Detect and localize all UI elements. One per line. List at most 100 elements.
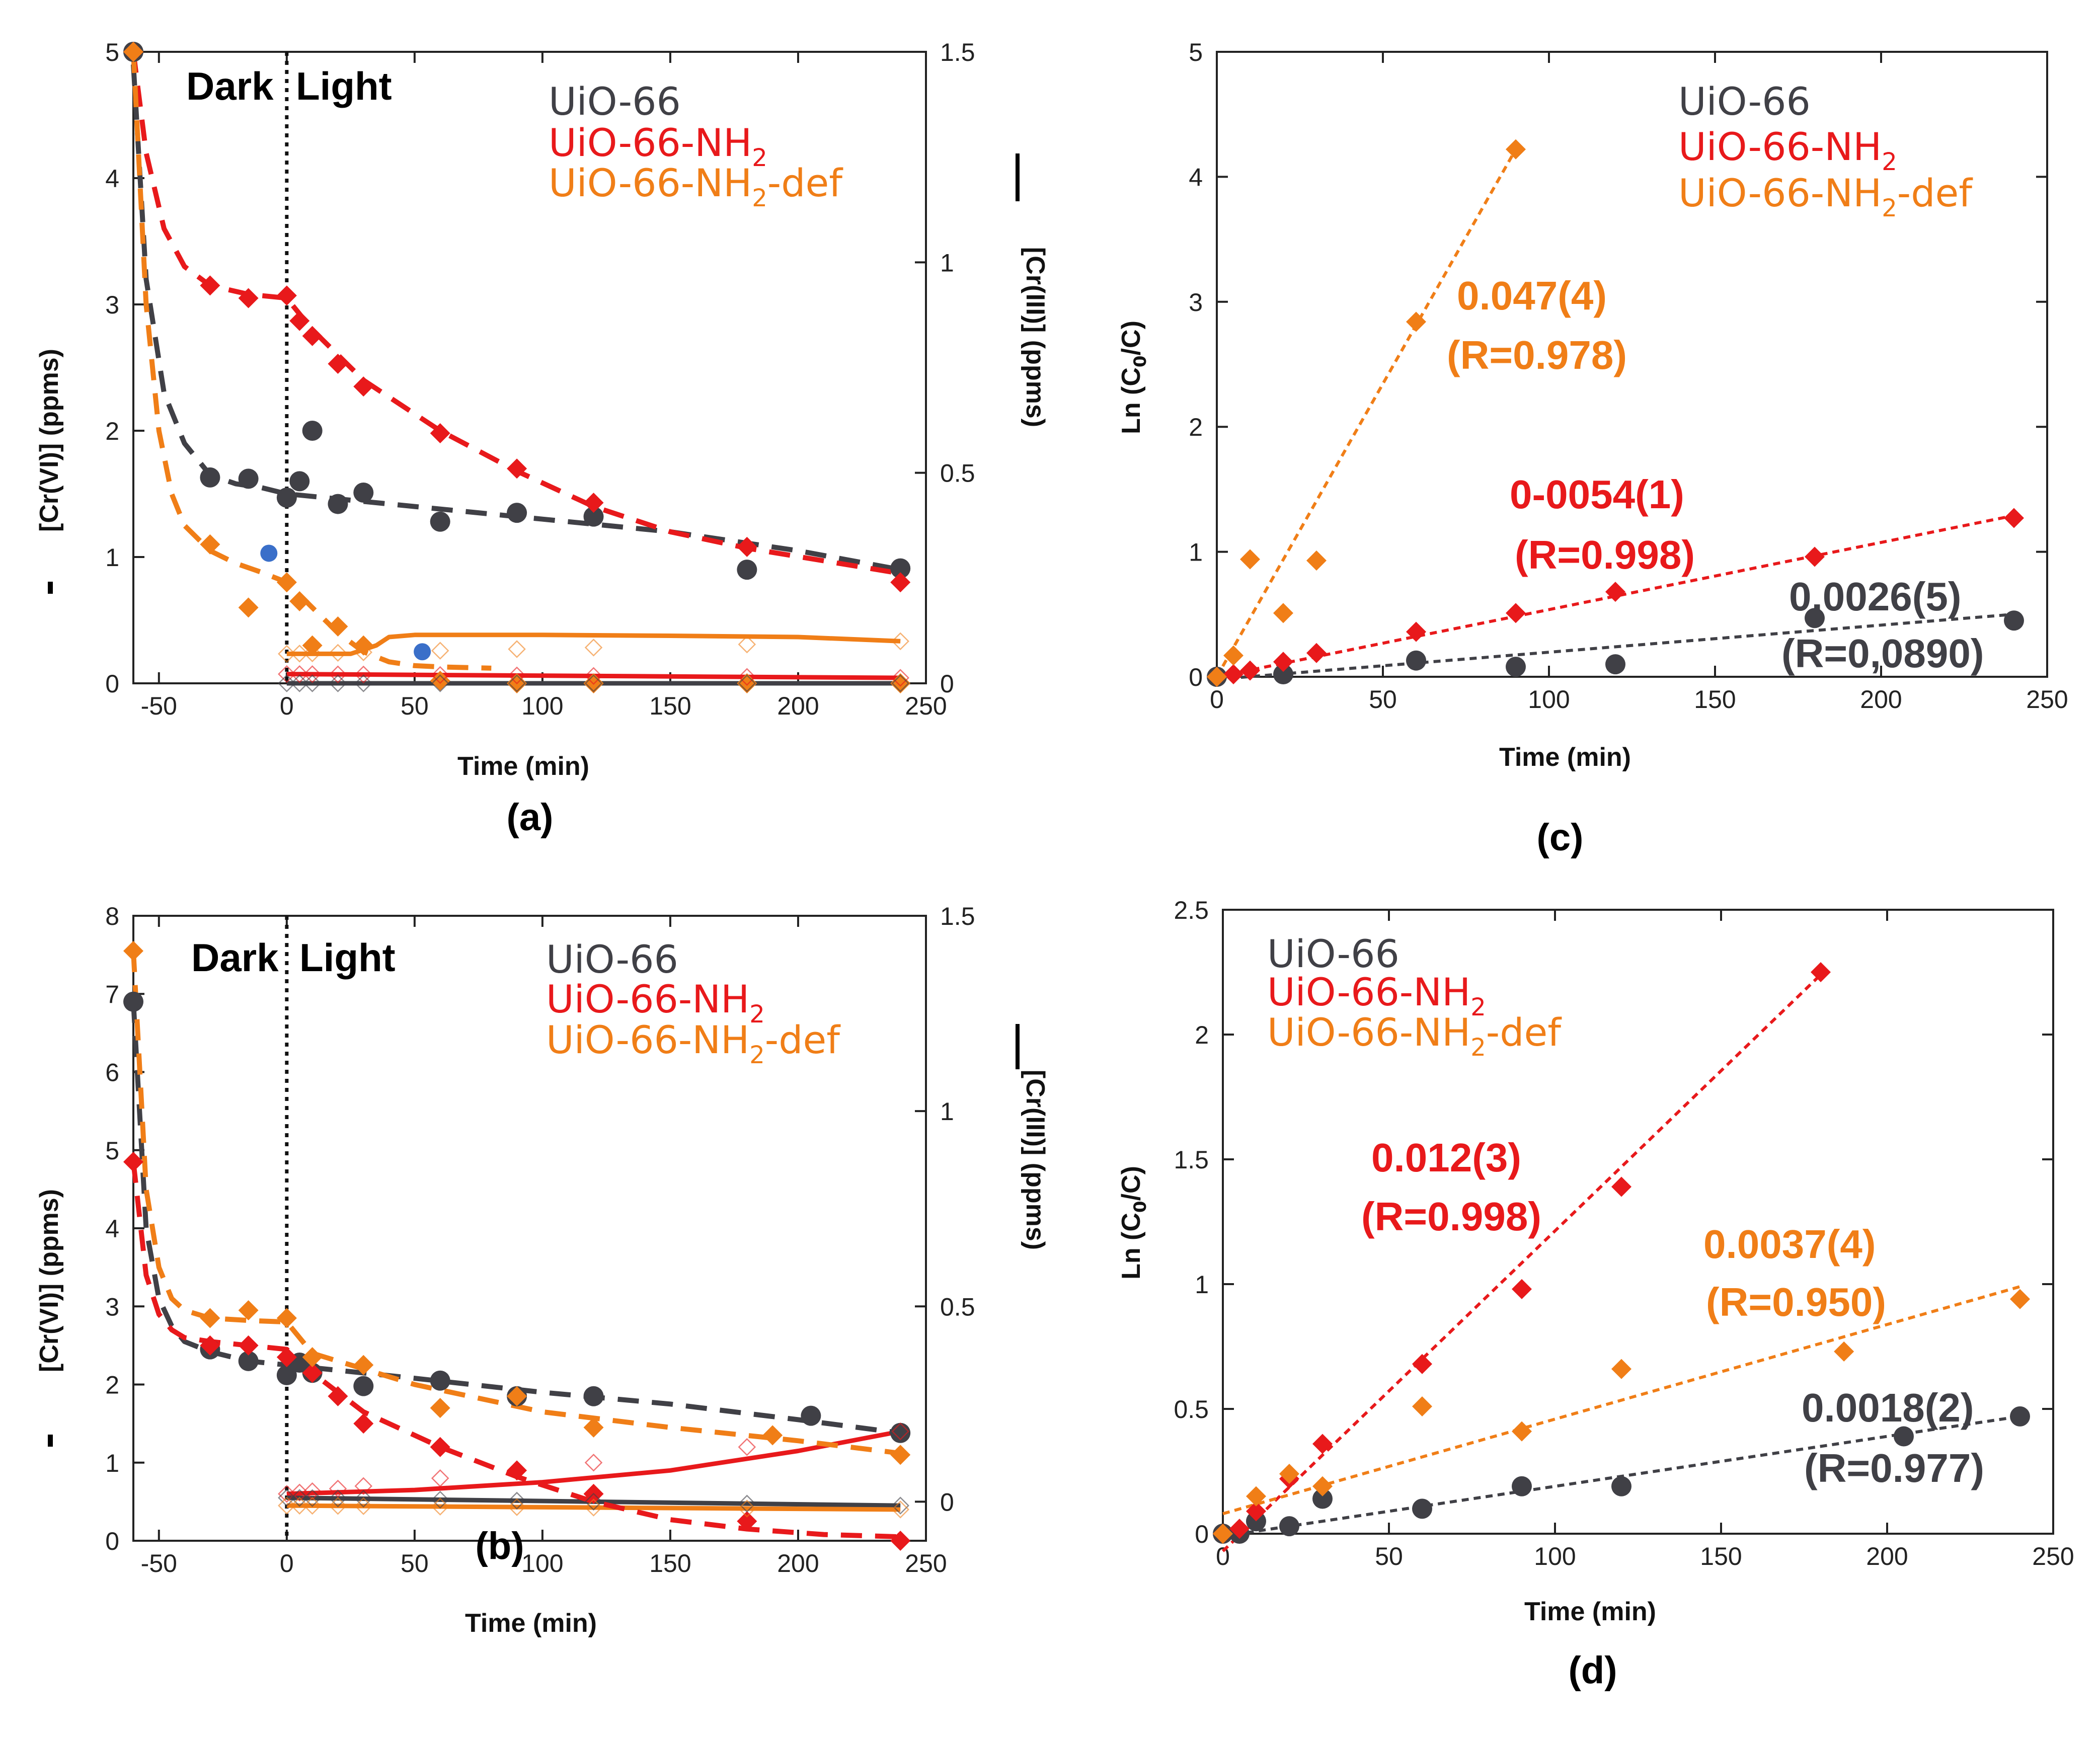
x-tick-label: 50 bbox=[1369, 685, 1397, 714]
cr3-open-marker-nh2def bbox=[891, 1500, 909, 1519]
cr3-open-marker-nh2 bbox=[354, 1477, 373, 1495]
y-tick-label: 3 bbox=[105, 1293, 119, 1321]
x-tick-label: 250 bbox=[905, 1549, 947, 1577]
panel-b-ylabel: [Cr(VI)] (ppms) bbox=[35, 1189, 64, 1372]
panel-b-y2label: [Cr(III)] (ppms) bbox=[1021, 1070, 1050, 1250]
legend-subscript: 2 bbox=[1882, 148, 1897, 176]
panel-c-nh2def-slope: 0.047(4) bbox=[1457, 273, 1607, 318]
y-tick-label: 0 bbox=[1189, 663, 1203, 691]
cr3-open-marker-nh2 bbox=[354, 665, 373, 684]
fit-line-nh2 bbox=[1221, 973, 1822, 1552]
y-tick-label: 5 bbox=[105, 38, 119, 66]
cr3-open-marker-nh2def bbox=[278, 645, 296, 663]
data-point-nh2def bbox=[353, 635, 374, 656]
x-tick-label: 200 bbox=[777, 1549, 819, 1577]
legend-base: UiO-66-NH bbox=[1678, 124, 1882, 169]
cr3-open-marker-nh2def bbox=[354, 1497, 373, 1515]
data-point-uio66 bbox=[238, 468, 259, 489]
data-point-nh2 bbox=[1246, 1501, 1266, 1522]
fit-curve-nh2 bbox=[131, 51, 901, 576]
data-point-nh2def bbox=[328, 616, 348, 637]
data-point-uio66 bbox=[353, 482, 374, 503]
data-point-nh2 bbox=[1412, 1354, 1432, 1374]
x-tick-label: 200 bbox=[1860, 685, 1902, 714]
cr3-open-marker-uio66 bbox=[584, 1492, 603, 1511]
panel-c-uio66-slope: 0,0026(5) bbox=[1789, 574, 1961, 619]
data-point-nh2 bbox=[890, 572, 911, 593]
panel-c: 0 50 100 150 200 250 0 1 2 3 4 5 (c) Time (min) Ln … bbox=[1117, 38, 2068, 859]
panel-a-legend: UiO-66 UiO-66-NH2 UiO-66-NH2-def bbox=[549, 79, 843, 212]
cr3-open-marker-uio66 bbox=[584, 674, 603, 692]
data-point-nh2def bbox=[762, 1425, 783, 1446]
data-point-nh2def bbox=[507, 1386, 527, 1406]
data-point-nh2def bbox=[583, 1417, 604, 1438]
x-tick-label: 250 bbox=[2026, 685, 2068, 714]
cr3-open-marker-nh2 bbox=[329, 1479, 347, 1498]
x-tick-label: 150 bbox=[1700, 1542, 1742, 1570]
data-point-nh2def bbox=[1506, 139, 1526, 160]
legend-base: UiO-66-NH bbox=[1267, 1010, 1470, 1055]
y2-tick-label: 0 bbox=[940, 670, 954, 698]
cr3-open-marker-nh2def bbox=[508, 640, 526, 658]
x-tick-label: 50 bbox=[1375, 1542, 1403, 1570]
y-tick-label: 2 bbox=[105, 1371, 119, 1399]
data-point-nh2 bbox=[238, 288, 259, 308]
legend-base: UiO-66-NH bbox=[549, 120, 752, 165]
data-point-uio66 bbox=[1512, 1476, 1532, 1496]
data-point-blue bbox=[414, 643, 431, 661]
y2-tick-label: 1 bbox=[940, 249, 954, 277]
x-tick-label: 250 bbox=[2032, 1542, 2074, 1570]
x-tick-label: 100 bbox=[521, 1549, 563, 1577]
x-tick-label: 50 bbox=[401, 1549, 429, 1577]
panel-d-legend-nh2def: UiO-66-NH2-def bbox=[1267, 1010, 1562, 1062]
cr3-open-marker-nh2 bbox=[584, 667, 603, 685]
data-point-uio66 bbox=[1894, 1426, 1914, 1447]
data-point-nh2 bbox=[328, 1386, 348, 1406]
data-point-blue bbox=[260, 544, 278, 562]
data-point-nh2def bbox=[123, 42, 143, 62]
data-point-nh2 bbox=[890, 1531, 911, 1551]
data-point-nh2def bbox=[1246, 1486, 1266, 1507]
y-tick-label: 1 bbox=[105, 543, 119, 572]
data-point-nh2 bbox=[430, 423, 450, 444]
x-tick-label: -50 bbox=[141, 692, 177, 720]
y-tick-label: 2 bbox=[1189, 413, 1203, 441]
y-tick-label: 0.5 bbox=[1174, 1395, 1209, 1424]
data-point-nh2 bbox=[430, 1437, 450, 1457]
fit-curve-nh2def bbox=[131, 51, 492, 671]
data-point-nh2 bbox=[1406, 621, 1426, 642]
y-tick-label: 1.5 bbox=[1174, 1146, 1209, 1174]
y2-tick-label: 0.5 bbox=[940, 459, 975, 488]
panel-c-plot: 0 50 100 150 200 250 0 1 2 3 4 5 bbox=[1189, 38, 2068, 714]
panel-c-legend-nh2def: UiO-66-NH2-def bbox=[1678, 171, 1973, 222]
legend-base: UiO-66-NH bbox=[1267, 970, 1470, 1014]
panel-c-nh2-slope: 0-0054(1) bbox=[1510, 472, 1684, 517]
y2-tick-label: 1.5 bbox=[940, 902, 975, 930]
panel-a-label: (a) bbox=[507, 796, 554, 839]
cr3-open-marker-uio66 bbox=[303, 1489, 322, 1508]
data-point-nh2def bbox=[238, 1300, 259, 1321]
legend-subscript: 2 bbox=[749, 1041, 765, 1069]
y-tick-label: 2 bbox=[1195, 1021, 1209, 1049]
data-point-nh2 bbox=[200, 275, 220, 296]
data-point-nh2def bbox=[123, 940, 143, 961]
panel-d-ylabel: Ln (C0/C) bbox=[1117, 1166, 1150, 1280]
cr3-open-marker-nh2def bbox=[431, 642, 449, 660]
data-point-nh2 bbox=[1229, 1519, 1250, 1539]
data-point-nh2def bbox=[1273, 603, 1293, 623]
data-point-nh2def bbox=[1412, 1396, 1432, 1417]
y-tick-label: 6 bbox=[105, 1059, 119, 1087]
cr3-open-marker-nh2def bbox=[431, 1497, 449, 1516]
panel-b-legend-uio66: UiO-66 bbox=[546, 937, 678, 982]
legend-suffix: -def bbox=[767, 161, 843, 205]
y-tick-label: 2 bbox=[105, 417, 119, 445]
panel-d-legend-uio66: UiO-66 bbox=[1267, 931, 1399, 976]
y2-tick-label: 0.5 bbox=[940, 1293, 975, 1321]
data-point-nh2def bbox=[890, 1445, 911, 1465]
data-point-nh2def bbox=[1240, 549, 1260, 570]
data-point-nh2def bbox=[1406, 311, 1426, 332]
fit-curve-nh2def bbox=[131, 951, 901, 1456]
